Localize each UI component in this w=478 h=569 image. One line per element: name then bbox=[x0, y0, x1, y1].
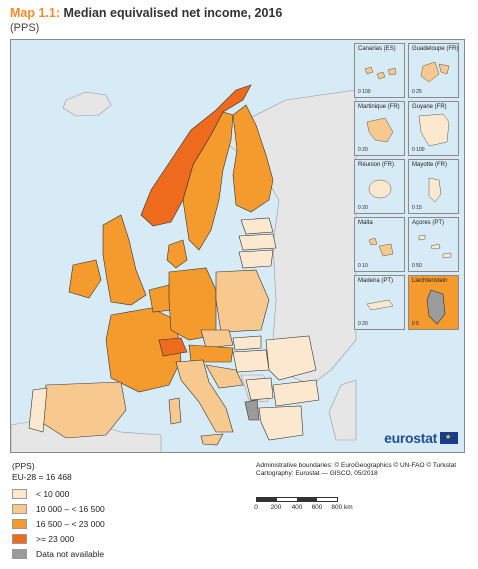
inset-label: Guadeloupe (FR) bbox=[412, 46, 459, 52]
credits-cartography: Cartography: Eurostat — GISCO, 05/2018 bbox=[256, 470, 378, 477]
region-uk bbox=[102, 214, 147, 306]
inset-mayotte: Mayotte (FR) 0 15 bbox=[408, 159, 459, 214]
inset-madeira: Madeira (PT) 0 20 bbox=[354, 275, 405, 330]
inset-scale: 0 20 bbox=[358, 321, 368, 327]
inset-malta: Malta 0 10 bbox=[354, 217, 405, 272]
inset-label: Açores (PT) bbox=[412, 220, 445, 226]
region-sweden bbox=[182, 111, 234, 251]
region-estonia bbox=[240, 217, 274, 235]
region-austria bbox=[188, 344, 234, 363]
region-lithuania bbox=[238, 249, 274, 269]
region-latvia bbox=[238, 233, 277, 251]
inset-scale: 0 100 bbox=[412, 147, 425, 153]
legend-swatch bbox=[12, 488, 27, 499]
region-italy bbox=[175, 359, 234, 433]
inset-scale: 0 10 bbox=[358, 263, 368, 269]
map-subtitle: (PPS) bbox=[10, 22, 40, 34]
region-poland bbox=[215, 269, 270, 333]
region-romania bbox=[265, 335, 317, 381]
legend-swatch bbox=[12, 503, 27, 514]
map-number: Map 1.1: bbox=[10, 6, 61, 20]
inset-scale: 0 50 bbox=[412, 263, 422, 269]
region-finland bbox=[232, 104, 274, 213]
scale-tick: 600 bbox=[311, 504, 323, 511]
credits: Administrative boundaries: © EuroGeograp… bbox=[256, 462, 456, 478]
eu-flag-icon bbox=[440, 432, 458, 444]
credits-boundaries: Administrative boundaries: © EuroGeograp… bbox=[256, 462, 457, 469]
region-czechia bbox=[200, 329, 234, 349]
inset-label: Canarias (ES) bbox=[358, 46, 396, 52]
scale-bar-ticks: 0 200 400 600 800 km bbox=[254, 504, 366, 513]
legend-swatch bbox=[12, 533, 27, 544]
region-denmark bbox=[166, 239, 188, 269]
region-albania bbox=[244, 399, 260, 421]
region-switzerland bbox=[158, 337, 188, 357]
inset-scale: 0 15 bbox=[412, 205, 422, 211]
map-title-text: Median equivalised net income, 2016 bbox=[63, 6, 283, 20]
region-sardinia bbox=[168, 397, 182, 425]
inset-guadeloupe: Guadeloupe (FR) 0 25 bbox=[408, 43, 459, 98]
inset-martinique: Martinique (FR) 0 20 bbox=[354, 101, 405, 156]
region-bulgaria bbox=[272, 379, 320, 407]
legend-item: 16 500 – < 23 000 bbox=[12, 517, 105, 530]
europe-map bbox=[11, 84, 357, 452]
inset-scale: 0 25 bbox=[412, 89, 422, 95]
region-sicily bbox=[200, 433, 224, 446]
inset-label: Madeira (PT) bbox=[358, 278, 394, 284]
inset-acores: Açores (PT) 0 50 bbox=[408, 217, 459, 272]
map-title: Map 1.1: Median equivalised net income, … bbox=[10, 6, 282, 20]
inset-label: Guyane (FR) bbox=[412, 104, 447, 110]
inset-label: Mayotte (FR) bbox=[412, 162, 448, 168]
legend-item: Data not available bbox=[12, 547, 105, 560]
eurostat-wordmark: eurostat bbox=[384, 430, 437, 446]
inset-label: Réunion (FR) bbox=[358, 162, 395, 168]
region-serbia bbox=[245, 377, 274, 401]
inset-guyane: Guyane (FR) 0 100 bbox=[408, 101, 459, 156]
inset-scale: 0 5 bbox=[412, 321, 419, 327]
scale-tick: 400 bbox=[291, 504, 303, 511]
inset-reunion: Réunion (FR) 0 20 bbox=[354, 159, 405, 214]
region-germany bbox=[168, 267, 217, 341]
inset-label: Liechtenstein bbox=[412, 278, 448, 284]
region-turkey bbox=[328, 379, 357, 441]
region-norway bbox=[140, 84, 252, 227]
inset-label: Martinique (FR) bbox=[358, 104, 400, 110]
inset-scale: 0 20 bbox=[358, 205, 368, 211]
legend-eu-value: EU-28 = 16 468 bbox=[12, 472, 72, 482]
legend-item: < 10 000 bbox=[12, 487, 105, 500]
map-frame: Canarias (ES) 0 100 Guadeloupe (FR) 0 25… bbox=[10, 39, 465, 453]
scale-bar-graphic bbox=[256, 497, 338, 502]
inset-scale: 0 100 bbox=[358, 89, 371, 95]
region-iceland bbox=[62, 91, 112, 117]
region-ireland bbox=[68, 259, 102, 299]
legend-swatch bbox=[12, 548, 27, 559]
legend-swatch bbox=[12, 518, 27, 529]
legend-item: >= 23 000 bbox=[12, 532, 105, 545]
legend-unit: (PPS) bbox=[12, 461, 35, 471]
scale-tick: 200 bbox=[270, 504, 282, 511]
inset-scale: 0 20 bbox=[358, 147, 368, 153]
legend-item: 10 000 – < 16 500 bbox=[12, 502, 105, 515]
inset-liechtenstein: Liechtenstein 0 5 bbox=[408, 275, 459, 330]
scale-tick: 0 bbox=[254, 504, 258, 511]
scale-tick: 800 km bbox=[331, 504, 353, 511]
legend: (PPS) EU-28 = 16 468 < 10 000 10 000 – <… bbox=[12, 461, 105, 562]
eurostat-logo: eurostat bbox=[384, 430, 458, 446]
inset-label: Malta bbox=[358, 220, 373, 226]
region-slovakia bbox=[232, 335, 262, 351]
region-portugal bbox=[28, 387, 48, 433]
scale-bar: 0 200 400 600 800 km bbox=[254, 497, 366, 513]
inset-canarias: Canarias (ES) 0 100 bbox=[354, 43, 405, 98]
region-greece bbox=[258, 405, 304, 441]
region-slovenia-croatia bbox=[205, 364, 244, 389]
region-france bbox=[105, 307, 182, 393]
region-hungary bbox=[232, 349, 270, 373]
